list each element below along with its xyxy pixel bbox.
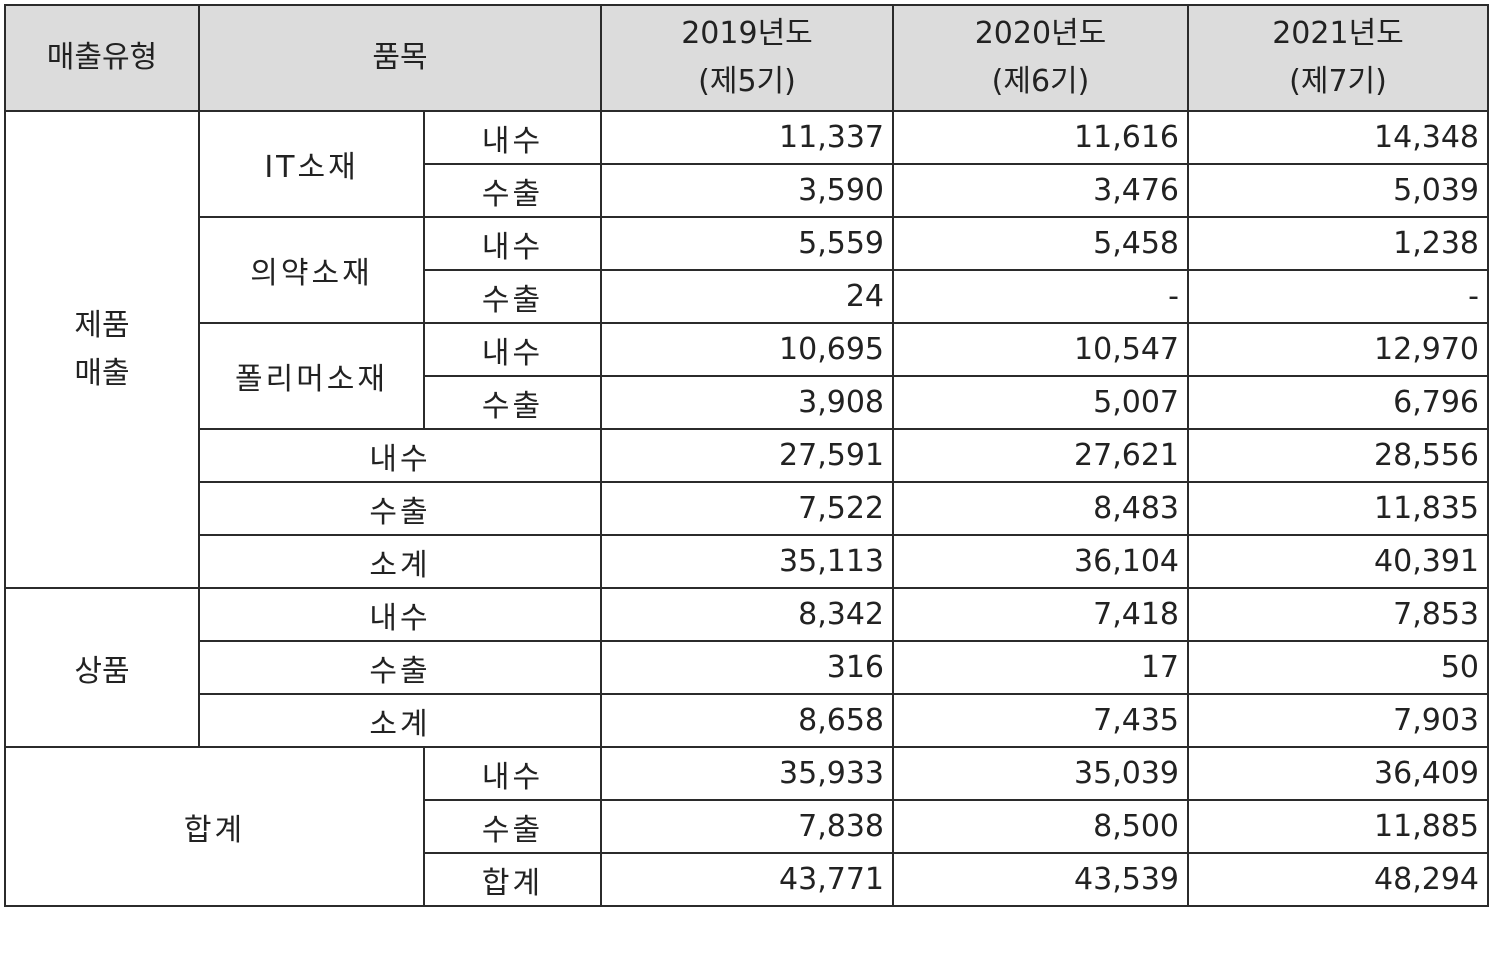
value-cell: 10,547	[892, 322, 1189, 377]
value-cell: 35,113	[600, 534, 894, 589]
table-row: 수출 7,522 8,483 11,835	[5, 481, 1489, 536]
value-cell: 35,039	[892, 746, 1189, 801]
table-row: 의약소재 내수 5,559 5,458 1,238	[5, 216, 1489, 324]
header-year-label: 2019년도	[681, 16, 813, 51]
sub-label: 합계	[423, 852, 602, 907]
table-row: 합계 내수 35,933 35,039 36,409	[4, 746, 1489, 907]
value-cell: 7,903	[1187, 693, 1489, 748]
value-cell: 8,483	[892, 481, 1189, 536]
value-cell: 17	[892, 640, 1189, 695]
sub-label: 수출	[423, 375, 602, 430]
header-row: 매출유형 품목 2019년도 (제5기) 2020년도 (제6기) 2021년도…	[4, 4, 1489, 112]
product-domestic-total-label: 내수	[198, 428, 602, 483]
value-cell: 11,616	[892, 110, 1189, 165]
grand-total-label: 합계	[4, 746, 425, 907]
value-cell: 7,418	[892, 587, 1189, 642]
group-pharma-label: 의약소재	[198, 216, 425, 324]
value-cell: 48,294	[1187, 852, 1489, 907]
value-cell: 5,007	[892, 375, 1189, 430]
header-item: 품목	[198, 4, 602, 112]
value-cell: 36,409	[1187, 746, 1489, 801]
value-cell: 40,391	[1187, 534, 1489, 589]
table-row: 수출 3,908 5,007 6,796	[5, 375, 1489, 430]
value-cell: 27,621	[892, 428, 1189, 483]
value-cell: 10,695	[600, 322, 894, 377]
product-label-line2: 매출	[74, 355, 130, 391]
product-export-total-label: 수출	[198, 481, 602, 536]
header-period-label: (제7기)	[1289, 64, 1387, 99]
value-cell: 8,500	[892, 799, 1189, 854]
value-cell: 3,476	[892, 163, 1189, 218]
table-row: 소계 8,658 7,435 7,903	[5, 693, 1489, 748]
sub-label: 내수	[423, 216, 602, 271]
value-cell: 35,933	[600, 746, 894, 801]
goods-label: 상품	[4, 587, 200, 748]
goods-export-label: 수출	[198, 640, 602, 695]
value-cell: 43,771	[600, 852, 894, 907]
table-row: 상품 내수 8,342 7,418 7,853	[4, 587, 1489, 748]
value-cell: 12,970	[1187, 322, 1489, 377]
value-cell: 8,658	[600, 693, 894, 748]
table-row: 제품 매출 IT소재 내수 11,337 11,616 14,348	[4, 110, 1489, 589]
goods-subtotal-label: 소계	[198, 693, 602, 748]
table-row: 수출 316 17 50	[5, 640, 1489, 695]
table-row: 소계 35,113 36,104 40,391	[5, 534, 1489, 589]
value-cell: 5,039	[1187, 163, 1489, 218]
value-cell: 14,348	[1187, 110, 1489, 165]
sub-label: 내수	[423, 746, 602, 801]
table-row: 폴리머소재 내수 10,695 10,547 12,970	[5, 322, 1489, 430]
sub-label: 수출	[423, 799, 602, 854]
header-year-label: 2021년도	[1272, 16, 1404, 51]
sub-label: 내수	[423, 322, 602, 377]
header-year-2021: 2021년도 (제7기)	[1187, 4, 1489, 112]
table-row: 수출 24 - -	[5, 269, 1489, 324]
table-row: 합계 43,771 43,539 48,294	[5, 852, 1489, 907]
table-row: 내수 27,591 27,621 28,556	[5, 428, 1489, 483]
header-period-label: (제5기)	[698, 64, 796, 99]
value-cell: 5,559	[600, 216, 894, 271]
value-cell: 11,835	[1187, 481, 1489, 536]
value-cell: 43,539	[892, 852, 1189, 907]
header-period-label: (제6기)	[991, 64, 1090, 99]
value-cell: 3,590	[600, 163, 894, 218]
header-sales-type: 매출유형	[4, 4, 200, 112]
table-row: 수출 7,838 8,500 11,885	[5, 799, 1489, 854]
value-cell: 11,885	[1187, 799, 1489, 854]
table-row: 수출 3,590 3,476 5,039	[5, 163, 1489, 218]
header-year-label: 2020년도	[974, 16, 1107, 51]
sub-label: 수출	[423, 163, 602, 218]
value-cell: 316	[600, 640, 894, 695]
value-cell: 50	[1187, 640, 1489, 695]
value-cell: 3,908	[600, 375, 894, 430]
value-cell: 27,591	[600, 428, 894, 483]
product-subtotal-label: 소계	[198, 534, 602, 589]
group-it-label: IT소재	[198, 110, 425, 218]
header-year-2019: 2019년도 (제5기)	[600, 4, 894, 112]
product-label-line1: 제품	[74, 307, 130, 343]
value-cell: 28,556	[1187, 428, 1489, 483]
product-sales-label: 제품 매출	[4, 110, 200, 589]
group-polymer-label: 폴리머소재	[198, 322, 425, 430]
value-cell: 7,838	[600, 799, 894, 854]
sales-table: 매출유형 품목 2019년도 (제5기) 2020년도 (제6기) 2021년도…	[4, 4, 1489, 907]
value-cell: 8,342	[600, 587, 894, 642]
sub-label: 수출	[423, 269, 602, 324]
value-cell: 5,458	[892, 216, 1189, 271]
value-cell: 1,238	[1187, 216, 1489, 271]
goods-domestic-label: 내수	[198, 587, 602, 642]
value-cell: 6,796	[1187, 375, 1489, 430]
value-cell: 11,337	[600, 110, 894, 165]
value-cell: -	[1187, 269, 1489, 324]
value-cell: 7,522	[600, 481, 894, 536]
value-cell: 24	[600, 269, 894, 324]
value-cell: 36,104	[892, 534, 1189, 589]
value-cell: 7,853	[1187, 587, 1489, 642]
value-cell: 7,435	[892, 693, 1189, 748]
value-cell: -	[892, 269, 1189, 324]
sub-label: 내수	[423, 110, 602, 165]
header-year-2020: 2020년도 (제6기)	[892, 4, 1189, 112]
